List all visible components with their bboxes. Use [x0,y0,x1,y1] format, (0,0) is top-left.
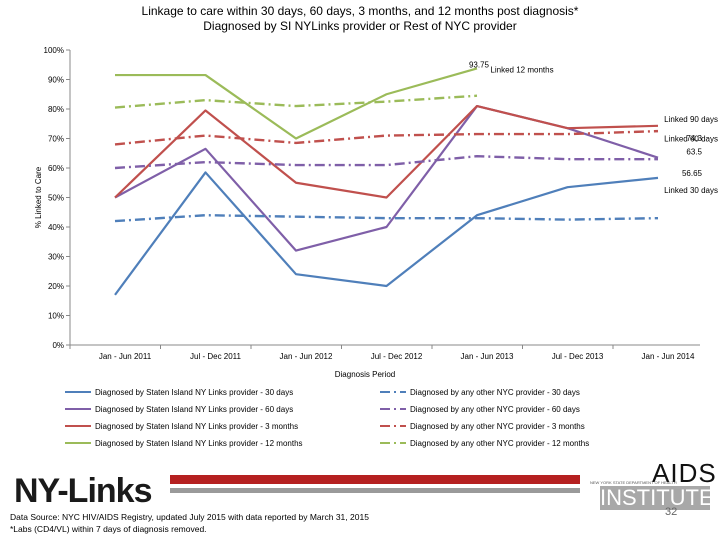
legend-label: Diagnosed by Staten Island NY Links prov… [95,439,303,448]
data-annotation: Linked 60 days [664,135,718,144]
y-tick-label: 20% [48,282,64,291]
footer-gray-bar [170,488,580,493]
legend-label: Diagnosed by any other NYC provider - 12… [410,439,589,448]
x-tick-label: Jul - Dec 2013 [552,352,604,361]
y-tick-label: 70% [48,135,64,144]
data-annotation: 74.3 [686,134,702,143]
y-tick-label: 10% [48,312,64,321]
data-annotation: 56.65 [682,169,703,178]
series-line [114,94,478,109]
footnote: *Labs (CD4/VL) within 7 days of diagnosi… [10,524,207,534]
series-line [114,104,659,199]
data-annotation: 93.75 [469,60,490,69]
data-annotation: Linked 12 months [490,65,553,74]
y-tick-label: 90% [48,76,64,85]
y-tick-label: 40% [48,223,64,232]
series-line [114,213,659,223]
page-number: 32 [665,506,678,518]
series-line [114,154,658,170]
ny-links-logo: NY-Links [14,472,152,510]
legend-label: Diagnosed by any other NYC provider - 30… [410,388,580,397]
legend-label: Diagnosed by Staten Island NY Links prov… [95,388,293,397]
y-axis-title: % Linked to Care [34,166,43,228]
x-axis-title: Diagnosis Period [335,370,395,379]
aids-institute-logo-top: AIDS [652,458,717,488]
y-tick-label: 30% [48,253,64,262]
x-tick-label: Jul - Dec 2011 [190,352,242,361]
series-line [114,129,659,146]
series-line [114,171,659,296]
series-line [115,67,478,140]
footer-red-bar [170,475,580,484]
data-annotation: 63.5 [686,148,702,157]
line-chart: 0% 10% 20% 30% 40% 50% 60% 70% 80% 90% 100% Jan - J… [34,46,718,448]
x-tick-label: Jan - Jun 2013 [461,352,514,361]
x-tick-label: Jan - Jun 2014 [642,352,695,361]
legend-label: Diagnosed by Staten Island NY Links prov… [95,405,293,414]
y-tick-label: 0% [52,341,64,350]
chart-series [114,67,659,296]
legend-label: Diagnosed by any other NYC provider - 60… [410,405,580,414]
aids-institute-logo-sub: NEW YORK STATE DEPARTMENT OF HEALTH [590,480,677,485]
x-tick-label: Jan - Jun 2012 [280,352,333,361]
legend-label: Diagnosed by Staten Island NY Links prov… [95,422,298,431]
chart-title-line2: Diagnosed by SI NYLinks provider or Rest… [203,19,517,33]
y-tick-label: 50% [48,194,64,203]
chart-title-line1: Linkage to care within 30 days, 60 days,… [141,4,579,18]
chart-axes: 0% 10% 20% 30% 40% 50% 60% 70% 80% 90% 100% Jan - J… [34,46,700,379]
x-tick-label: Jan - Jun 2011 [99,352,152,361]
data-annotation: Linked 90 days [664,115,718,124]
x-tick-label: Jul - Dec 2012 [371,352,423,361]
y-tick-label: 80% [48,105,64,114]
aids-institute-logo-bottom: INSTITUTE [600,485,714,510]
y-tick-label: 60% [48,164,64,173]
legend-label: Diagnosed by any other NYC provider - 3 … [410,422,585,431]
data-source-note: Data Source: NYC HIV/AIDS Registry, upda… [10,512,369,522]
chart-legend: Diagnosed by Staten Island NY Links prov… [65,388,589,448]
y-tick-label: 100% [44,46,64,55]
data-annotation: Linked 30 days [664,186,718,195]
